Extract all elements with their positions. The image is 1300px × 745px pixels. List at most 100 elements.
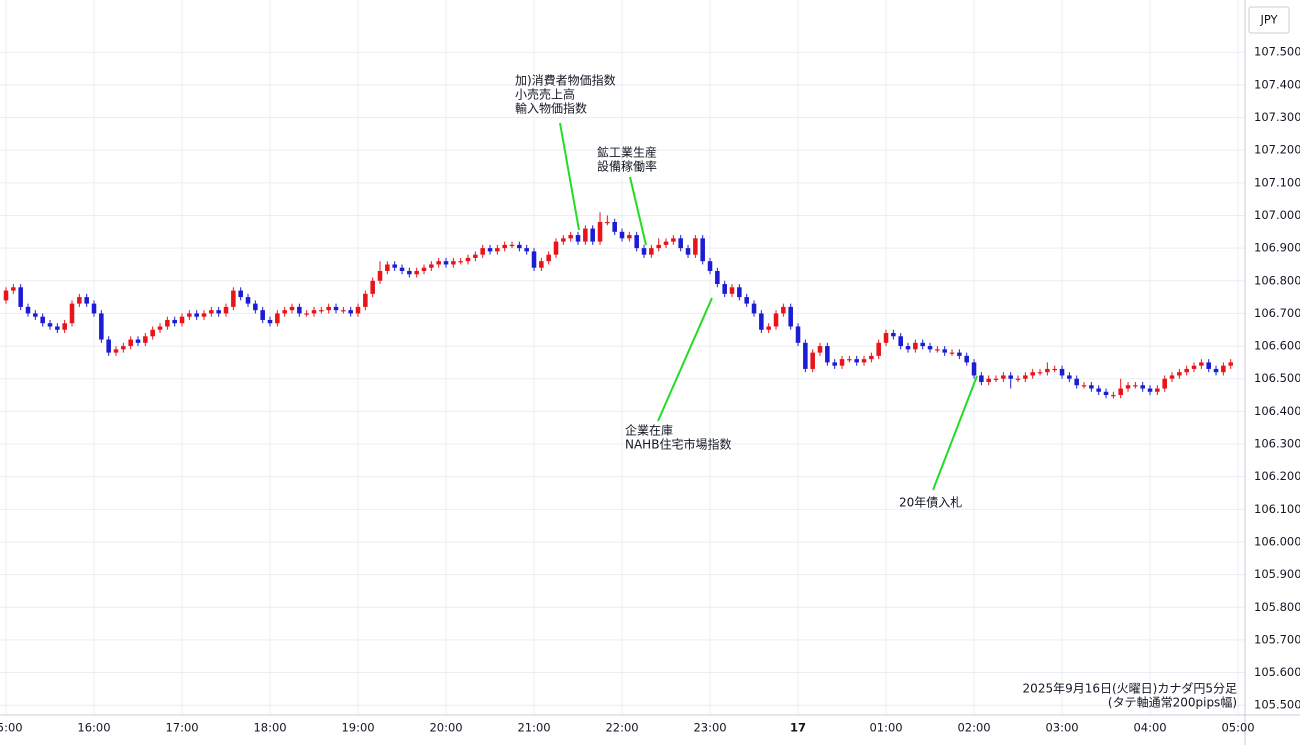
candle-body bbox=[883, 333, 889, 343]
candle-body bbox=[216, 310, 221, 314]
candle-body bbox=[722, 284, 727, 294]
candle-body bbox=[355, 306, 361, 314]
candle-body bbox=[106, 339, 111, 353]
candle-body bbox=[1184, 368, 1189, 373]
candle-body bbox=[656, 244, 661, 249]
leader-line bbox=[559, 122, 580, 231]
candle-body bbox=[957, 352, 962, 356]
candle-body bbox=[1118, 388, 1123, 396]
candle-body bbox=[641, 248, 647, 255]
candle-body bbox=[458, 261, 463, 263]
candle-body bbox=[1001, 375, 1006, 379]
candle-body bbox=[1133, 385, 1138, 387]
annotation: 設備稼働率 bbox=[597, 159, 657, 174]
grid bbox=[0, 0, 1245, 715]
y-tick-label: 106.400 bbox=[1254, 404, 1300, 418]
candle-body bbox=[942, 349, 947, 353]
candle-body bbox=[876, 342, 881, 356]
candle-body bbox=[993, 378, 999, 380]
candle-body bbox=[663, 241, 669, 245]
currency-box[interactable] bbox=[1248, 6, 1290, 34]
y-tick-label: 107.100 bbox=[1254, 175, 1300, 189]
candle-body bbox=[649, 248, 654, 255]
candle-body bbox=[1030, 372, 1035, 376]
candle-body bbox=[165, 319, 170, 327]
candle-body bbox=[891, 333, 896, 337]
x-tick-label: 02:00 bbox=[957, 721, 990, 735]
currency-label: JPY bbox=[1259, 13, 1278, 27]
candle-body bbox=[964, 355, 969, 363]
note: 2025年9月16日(火曜日)カナダ円5分足 bbox=[1023, 681, 1237, 696]
candle-body bbox=[487, 248, 493, 252]
candle-body bbox=[1067, 375, 1072, 379]
candle-body bbox=[913, 342, 918, 350]
candle-body bbox=[935, 349, 940, 351]
candle-body bbox=[392, 264, 397, 268]
candle-body bbox=[399, 267, 405, 271]
candle-body bbox=[385, 264, 390, 271]
y-tick-label: 106.500 bbox=[1254, 371, 1300, 385]
candle-body bbox=[1155, 388, 1160, 392]
candle-body bbox=[1023, 375, 1028, 379]
candle-body bbox=[927, 346, 933, 350]
candle-body bbox=[707, 261, 713, 271]
y-tick-label: 107.000 bbox=[1254, 208, 1300, 222]
candle-body bbox=[223, 306, 229, 314]
candle-body bbox=[128, 339, 133, 347]
y-tick-label: 105.700 bbox=[1254, 632, 1300, 646]
candle-body bbox=[744, 297, 749, 304]
candle-body bbox=[524, 248, 529, 252]
candle-body bbox=[788, 306, 793, 327]
y-tick-label: 106.900 bbox=[1254, 241, 1300, 255]
candle-body bbox=[971, 362, 977, 376]
candle-body bbox=[671, 238, 676, 242]
candle-body bbox=[201, 313, 207, 317]
candle-body bbox=[949, 352, 955, 354]
x-tick-label: 04:00 bbox=[1133, 721, 1166, 735]
candle-body bbox=[847, 359, 852, 361]
candle-body bbox=[25, 306, 31, 314]
candle-body bbox=[1213, 368, 1219, 373]
y-tick-label: 105.800 bbox=[1254, 600, 1300, 614]
candle-body bbox=[781, 306, 786, 314]
candle-body bbox=[3, 290, 9, 301]
y-tick-label: 105.600 bbox=[1254, 665, 1300, 679]
candle-body bbox=[737, 287, 742, 298]
candle-body bbox=[766, 326, 771, 330]
candle-body bbox=[590, 228, 595, 242]
x-tick-label: 16:00 bbox=[77, 721, 110, 735]
candle-body bbox=[1111, 395, 1116, 397]
candle-body bbox=[311, 310, 317, 314]
candle-body bbox=[1162, 378, 1167, 389]
candle-body bbox=[275, 313, 280, 324]
y-tick-label: 107.200 bbox=[1254, 143, 1300, 157]
candle-body bbox=[795, 326, 801, 343]
candle-body bbox=[612, 222, 617, 232]
candle-body bbox=[1074, 378, 1079, 386]
candle-body bbox=[715, 270, 720, 285]
candle-body bbox=[33, 313, 38, 317]
candle-body bbox=[729, 287, 735, 294]
candle-body bbox=[1059, 368, 1065, 376]
y-tick-label: 105.900 bbox=[1254, 567, 1300, 581]
candle-body bbox=[1221, 365, 1226, 373]
candle-body bbox=[1096, 388, 1101, 392]
candle-body bbox=[187, 313, 192, 317]
candle-body bbox=[414, 270, 419, 275]
x-tick-label: 05:00 bbox=[1221, 721, 1254, 735]
candle-body bbox=[421, 267, 427, 271]
candle-body bbox=[370, 280, 375, 294]
y-tick-label: 106.100 bbox=[1254, 502, 1300, 516]
candle-body bbox=[678, 238, 683, 249]
leader-line bbox=[932, 375, 978, 491]
candle-body bbox=[297, 306, 302, 314]
candle-body bbox=[1177, 372, 1182, 376]
candle-body bbox=[810, 352, 815, 369]
candle-body bbox=[465, 257, 471, 262]
candle-body bbox=[1045, 368, 1050, 373]
candle-body bbox=[443, 261, 449, 265]
candle-body bbox=[319, 310, 324, 312]
annotations: 加)消費者物価指数 小売売上高 輸入物価指数 鉱工業生産 設備稼働率 企業在庫 … bbox=[515, 73, 978, 510]
x-tick-label: 17:00 bbox=[165, 721, 198, 735]
